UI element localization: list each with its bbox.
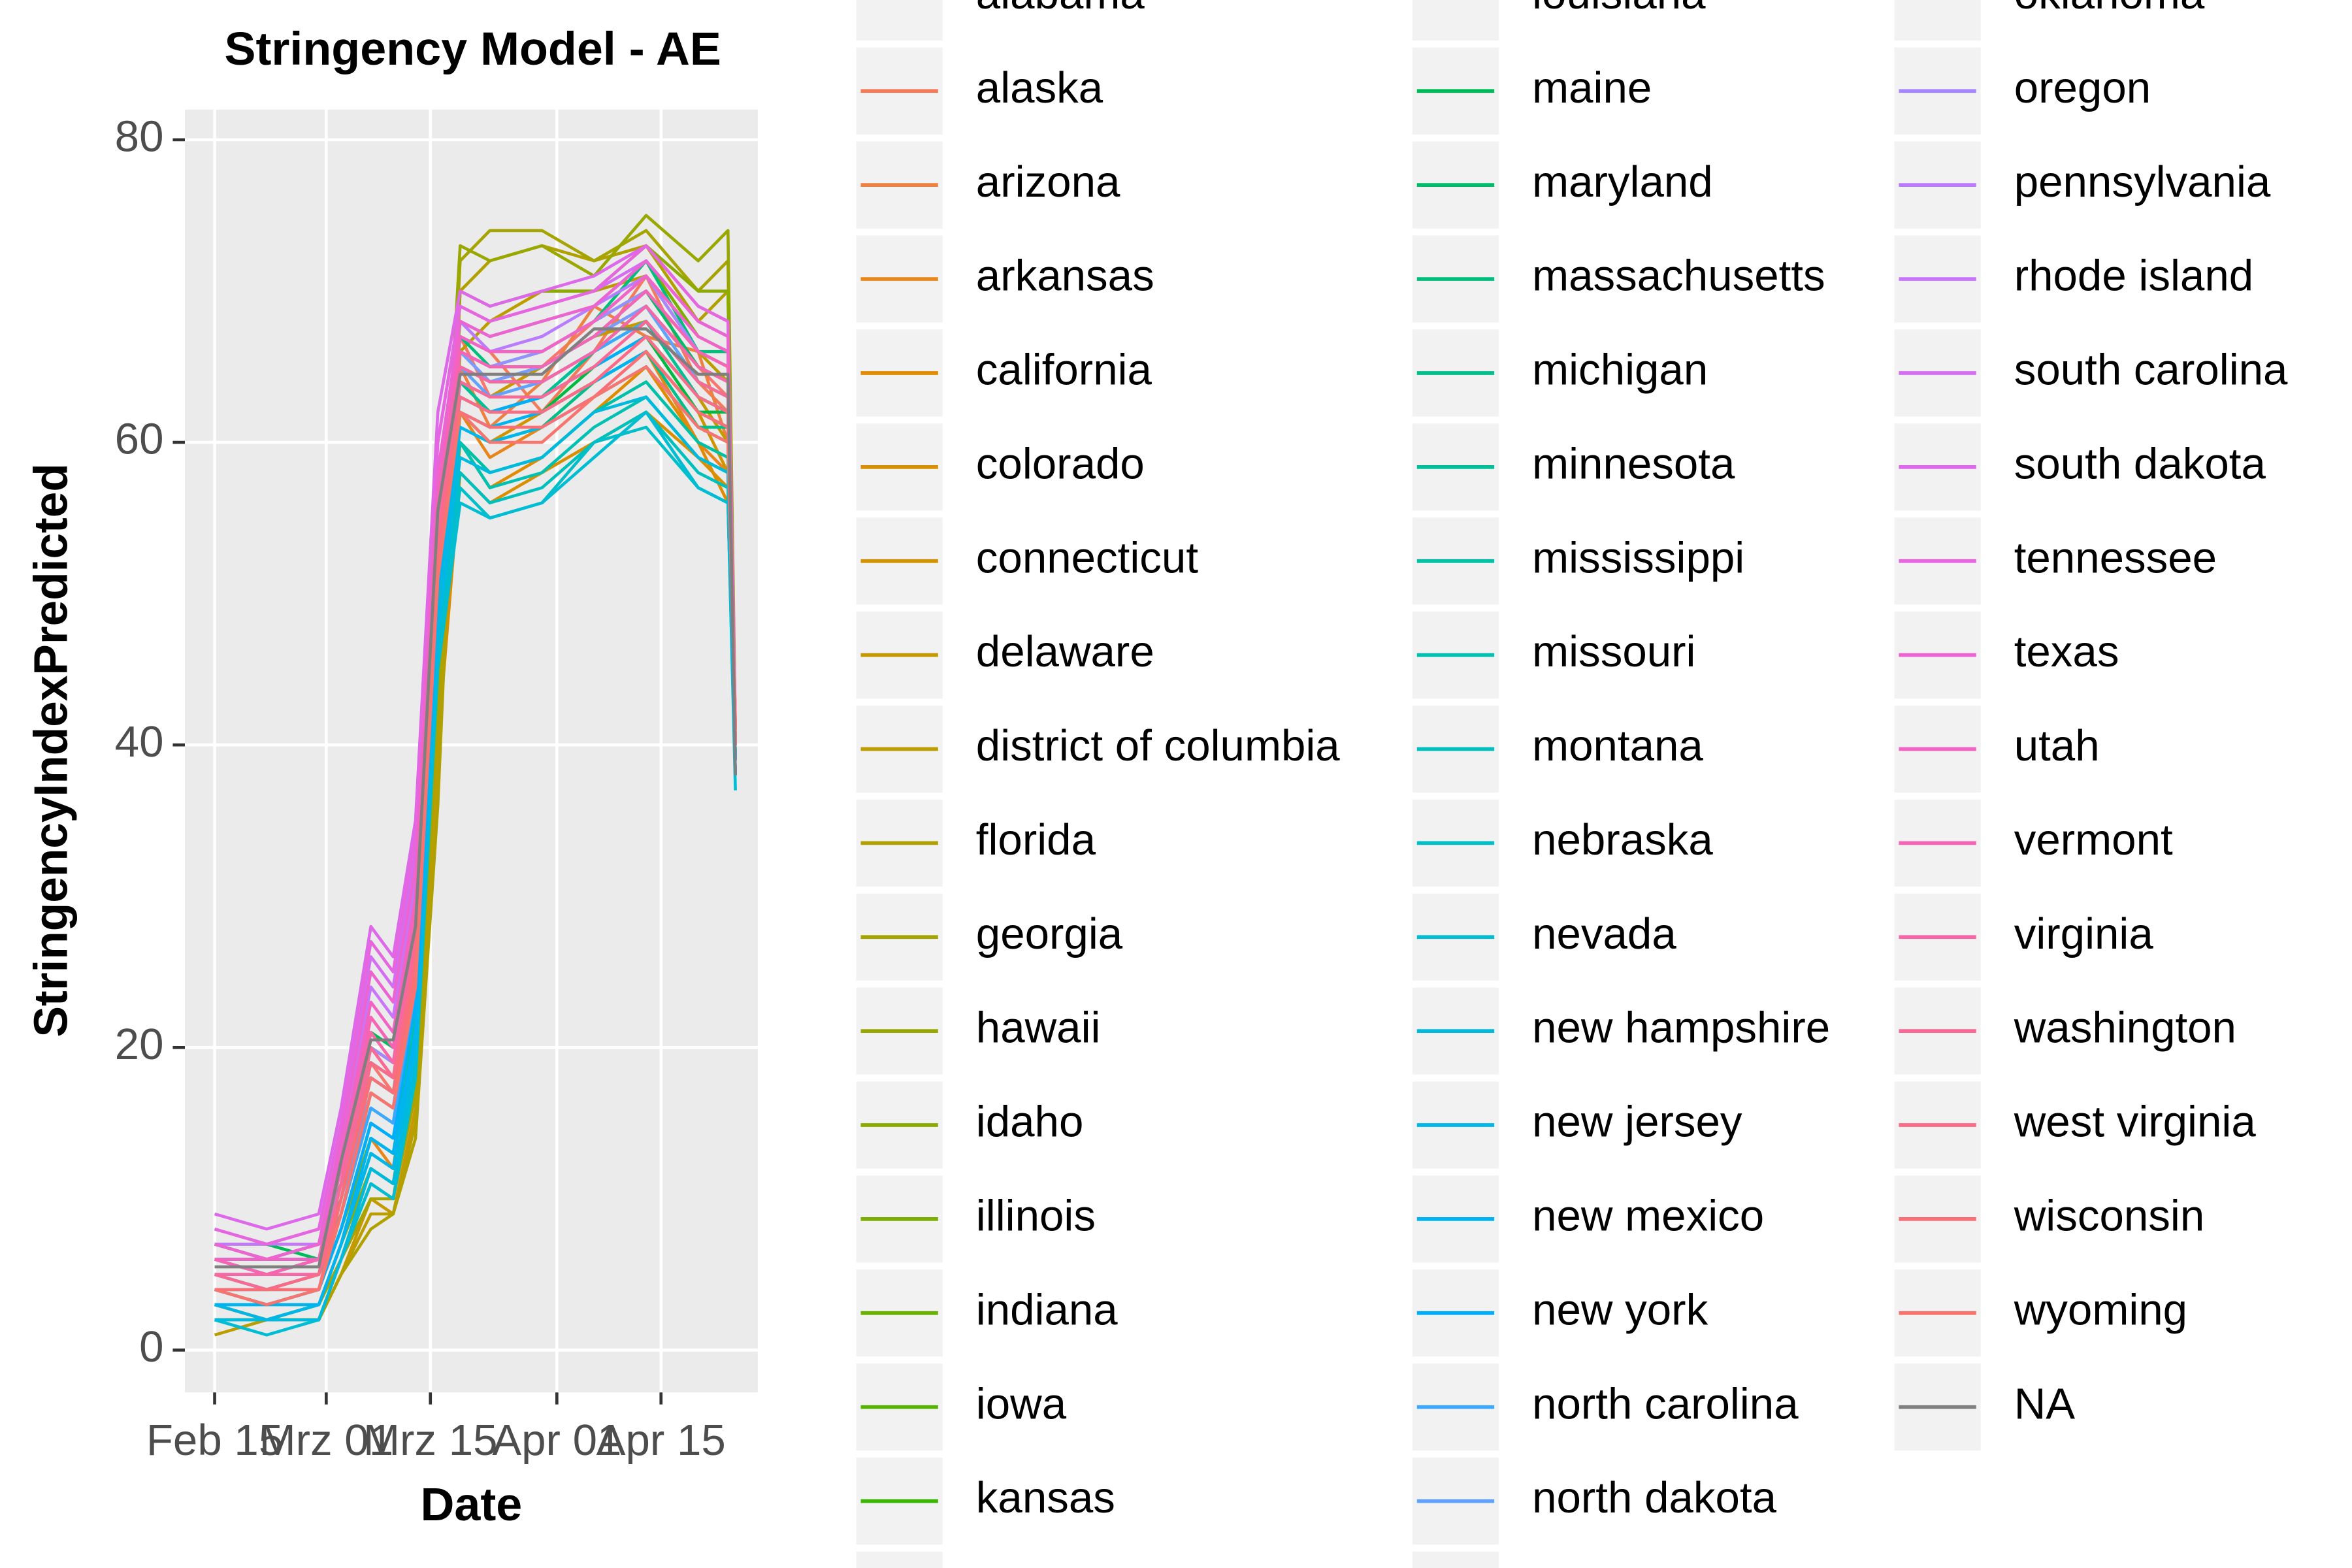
- legend-key: [856, 1551, 943, 1568]
- legend-label: missouri: [1532, 628, 1695, 677]
- legend-label: oregon: [2014, 63, 2151, 112]
- legend-label: nebraska: [1532, 815, 1713, 864]
- series-line: [214, 327, 737, 1269]
- legend-label: alaska: [976, 63, 1103, 112]
- legend-label: district of columbia: [976, 721, 1341, 770]
- series-line: [214, 395, 737, 1322]
- legend-label: south carolina: [2014, 346, 2289, 395]
- chart-title: Stringency Model - AE: [225, 24, 721, 76]
- y-tick-label: 0: [139, 1322, 163, 1371]
- y-tick-label: 40: [115, 717, 164, 766]
- legend-label: north carolina: [1532, 1380, 1799, 1429]
- legend-label: delaware: [976, 628, 1154, 677]
- legend-key: [1412, 0, 1499, 41]
- legend-label: hawaii: [976, 1004, 1101, 1053]
- legend-label: nevada: [1532, 909, 1676, 958]
- legend-label: georgia: [976, 909, 1123, 958]
- legend-label: washington: [2014, 1004, 2236, 1053]
- series-line: [214, 365, 737, 1307]
- legend-label: NA: [2014, 1380, 2076, 1429]
- legend-label: arizona: [976, 157, 1120, 206]
- legend-label: new mexico: [1532, 1192, 1764, 1241]
- y-tick-label: 20: [115, 1020, 164, 1069]
- legend-label: south dakota: [2014, 440, 2266, 489]
- legend-label: north dakota: [1532, 1473, 1777, 1522]
- legend-label: vermont: [2014, 815, 2173, 864]
- legend-label: connecticut: [976, 534, 1199, 583]
- series-line: [214, 335, 737, 1292]
- x-tick-label: Apr 01: [492, 1416, 621, 1465]
- x-tick-label: Mrz 15: [363, 1416, 498, 1465]
- y-axis-title: StringencyIndexPredicted: [25, 463, 77, 1037]
- legend-label: florida: [976, 815, 1096, 864]
- legend-label: new jersey: [1532, 1098, 1742, 1147]
- legend-label: utah: [2014, 721, 2100, 770]
- legend-label: virginia: [2014, 909, 2154, 958]
- legend-label: massachusetts: [1532, 252, 1825, 301]
- legend-label: idaho: [976, 1098, 1084, 1147]
- legend-key: [1894, 0, 1981, 41]
- legend-key: [856, 0, 943, 41]
- legend-label: louisiana: [1532, 0, 1706, 18]
- y-tick-label: 60: [115, 415, 164, 464]
- legend-label: pennsylvania: [2014, 157, 2271, 206]
- legend-label: wyoming: [2014, 1286, 2187, 1335]
- legend-label: arkansas: [976, 252, 1154, 301]
- legend-label: montana: [1532, 721, 1704, 770]
- legend-label: kansas: [976, 1473, 1115, 1522]
- legend-label: indiana: [976, 1286, 1119, 1335]
- series-line: [214, 259, 737, 1261]
- plot-panel: [184, 109, 758, 1393]
- x-tick-label: Feb 15: [146, 1416, 283, 1465]
- legend-label: rhode island: [2014, 252, 2253, 301]
- legend-label: west virginia: [2014, 1098, 2257, 1147]
- legend-key: [1412, 1551, 1499, 1568]
- y-tick-label: 80: [115, 112, 164, 161]
- legend-label: california: [976, 346, 1152, 395]
- legend-label: tennessee: [2014, 534, 2217, 583]
- legend-label: colorado: [976, 440, 1145, 489]
- legend-label: illinois: [976, 1192, 1096, 1241]
- legend-label: iowa: [976, 1380, 1067, 1429]
- legend-label: michigan: [1532, 346, 1708, 395]
- x-axis-title: Date: [420, 1478, 522, 1531]
- series-line: [214, 244, 737, 1246]
- legend-label: alabama: [976, 0, 1145, 18]
- legend-label: minnesota: [1532, 440, 1735, 489]
- series-line: [214, 274, 737, 1261]
- x-tick-label: Mrz 01: [259, 1416, 394, 1465]
- legend-label: oklahoma: [2014, 0, 2205, 18]
- legend-label: wisconsin: [2014, 1192, 2205, 1241]
- legend-label: maine: [1532, 63, 1652, 112]
- legend-label: new york: [1532, 1286, 1708, 1335]
- legend-label: new hampshire: [1532, 1004, 1830, 1053]
- x-tick-label: Apr 15: [596, 1416, 726, 1465]
- legend: alabama alaska arizona arkansas california co…: [856, 0, 2289, 1568]
- legend-label: texas: [2014, 628, 2119, 677]
- legend-label: maryland: [1532, 157, 1713, 206]
- legend-label: mississippi: [1532, 534, 1744, 583]
